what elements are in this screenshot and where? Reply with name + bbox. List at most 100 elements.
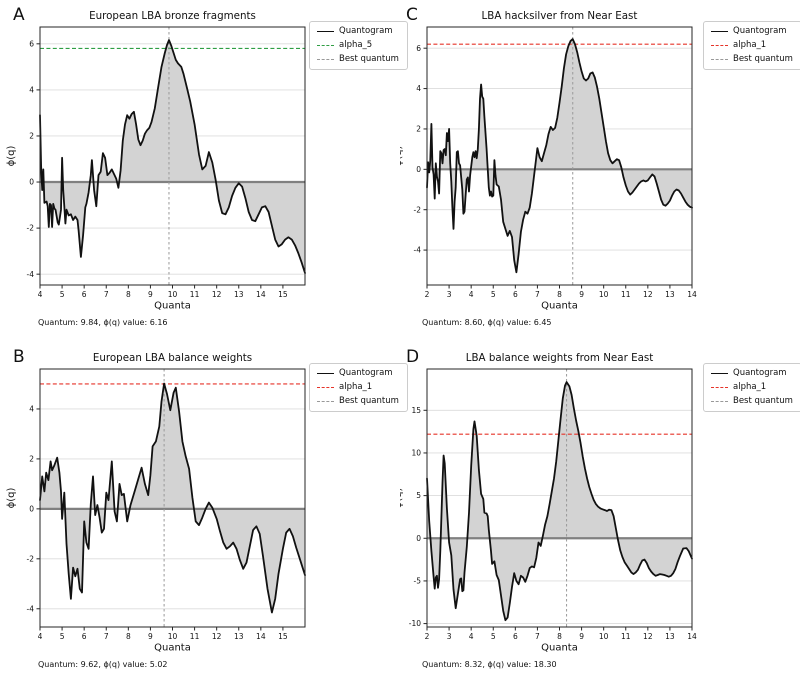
y-tick-label: -4 xyxy=(27,604,35,613)
legend-item-alpha: alpha_5 xyxy=(317,40,399,51)
y-tick-label: -4 xyxy=(27,270,35,279)
legend-label: Quantogram xyxy=(339,26,393,36)
panel-d: 2 3 4 5 6 7 8 9 10 11 12 13 14 -10 -5 0 5 10 15 Quanta ϕ(q) L… xyxy=(400,342,800,684)
x-tick-label: 5 xyxy=(60,632,65,641)
x-tick-label: 12 xyxy=(643,290,653,299)
legend-item-best-quantum: Best quantum xyxy=(317,54,399,65)
legend-d: Quantogram alpha_1 Best quantum xyxy=(703,363,800,413)
shaded-area xyxy=(427,382,692,621)
x-tick-label: 9 xyxy=(579,290,584,299)
x-tick-label: 11 xyxy=(190,632,200,641)
y-tick-label: -4 xyxy=(414,246,422,255)
x-tick-label: 3 xyxy=(447,290,452,299)
legend-a: Quantogram alpha_5 Best quantum xyxy=(309,21,408,71)
legend-item-best-quantum: Best quantum xyxy=(711,53,793,65)
x-tick-label: 11 xyxy=(621,632,631,641)
x-tick-label: 8 xyxy=(126,290,131,299)
plot-title: European LBA bronze fragments xyxy=(89,10,256,22)
x-tick-label: 4 xyxy=(38,290,43,299)
legend-label: Quantogram xyxy=(339,368,393,378)
x-axis-label: Quanta xyxy=(154,301,191,312)
legend-label: Best quantum xyxy=(339,395,399,406)
best-quantum-line-sample-icon xyxy=(317,58,334,60)
x-tick-label: 11 xyxy=(621,290,631,299)
y-tick-label: 10 xyxy=(411,449,421,458)
y-tick-label: 2 xyxy=(416,125,421,134)
quantogram-line xyxy=(39,382,306,614)
x-tick-label: 14 xyxy=(687,632,697,641)
x-tick-label: 11 xyxy=(190,290,200,299)
x-axis-label: Quanta xyxy=(541,301,578,312)
best-quantum-line-sample-icon xyxy=(317,400,334,402)
best-quantum-line-sample-icon xyxy=(711,400,728,402)
x-tick-label: 7 xyxy=(104,290,109,299)
x-tick-label: 10 xyxy=(599,632,609,641)
shaded-area xyxy=(40,40,305,273)
panel-letter-d: D xyxy=(406,347,420,367)
x-tick-label: 13 xyxy=(665,290,675,299)
legend-c: Quantogram alpha_1 Best quantum xyxy=(703,21,800,71)
x-tick-label: 5 xyxy=(60,290,65,299)
legend-label: Best quantum xyxy=(733,53,793,64)
legend-item-quantogram: Quantogram xyxy=(711,26,793,37)
y-tick-label: 4 xyxy=(29,405,34,414)
legend-item-best-quantum: Best quantum xyxy=(317,395,399,407)
quantogram-plot-c: 2 3 4 5 6 7 8 9 10 11 12 13 14 -4 -2 0 2 4 6 Quanta ϕ(q) LBA … xyxy=(400,10,697,312)
plot-title: LBA hacksilver from Near East xyxy=(482,10,638,22)
y-axis-label: ϕ(q) xyxy=(6,488,17,509)
y-tick-label: -5 xyxy=(414,577,422,586)
x-tick-label: 14 xyxy=(687,290,697,299)
legend-item-quantogram: Quantogram xyxy=(317,26,399,37)
y-tick-label: 0 xyxy=(29,178,34,187)
x-tick-label: 15 xyxy=(278,632,288,641)
panel-c: 2 3 4 5 6 7 8 9 10 11 12 13 14 -4 -2 0 2 4 6 Quanta ϕ(q) LBA … xyxy=(400,0,800,342)
plot-title: LBA balance weights from Near East xyxy=(466,352,654,364)
legend-label: alpha_1 xyxy=(733,39,767,50)
x-tick-label: 10 xyxy=(168,290,178,299)
y-tick-label: 2 xyxy=(29,132,34,141)
x-tick-label: 9 xyxy=(148,290,153,299)
x-tick-label: 15 xyxy=(278,290,288,299)
x-tick-label: 6 xyxy=(513,290,518,299)
quantogram-line-sample-icon xyxy=(317,31,334,33)
x-tick-label: 6 xyxy=(82,632,87,641)
x-tick-label: 10 xyxy=(168,632,178,641)
x-tick-label: 2 xyxy=(425,290,430,299)
x-tick-label: 14 xyxy=(256,290,266,299)
quantogram-line xyxy=(426,381,693,622)
legend-label: Quantogram xyxy=(733,368,787,378)
plot-title: European LBA balance weights xyxy=(93,352,252,364)
legend-label: alpha_1 xyxy=(733,381,767,392)
legend-label: Best quantum xyxy=(733,395,793,406)
y-tick-label: 5 xyxy=(416,491,421,500)
x-tick-label: 4 xyxy=(469,290,474,299)
panel-a: 4 5 6 7 8 9 10 11 12 13 14 15 -4 -2 0 2 4 6 Quanta ϕ(q) Euro… xyxy=(0,0,408,342)
y-tick-label: 0 xyxy=(29,504,34,513)
y-axis-label: ϕ(q) xyxy=(6,146,17,167)
x-tick-label: 12 xyxy=(212,290,222,299)
alpha-line-sample-icon xyxy=(711,387,728,389)
y-axis-label: ϕ(q) xyxy=(400,146,404,167)
x-tick-label: 12 xyxy=(212,632,222,641)
quantum-caption-d: Quantum: 8.32, ϕ(q) value: 18.30 xyxy=(422,660,557,669)
quantum-caption-c: Quantum: 8.60, ϕ(q) value: 6.45 xyxy=(422,318,552,327)
quantogram-line-sample-icon xyxy=(711,373,728,375)
legend-b: Quantogram alpha_1 Best quantum xyxy=(309,363,408,413)
x-tick-label: 7 xyxy=(535,290,540,299)
quantum-caption-a: Quantum: 9.84, ϕ(q) value: 6.16 xyxy=(38,318,168,327)
quantogram-line xyxy=(39,39,306,274)
y-tick-label: 0 xyxy=(416,534,421,543)
y-tick-label: -2 xyxy=(27,554,35,563)
quantum-caption-b: Quantum: 9.62, ϕ(q) value: 5.02 xyxy=(38,660,168,669)
x-tick-label: 4 xyxy=(38,632,43,641)
x-tick-label: 7 xyxy=(535,632,540,641)
x-tick-label: 5 xyxy=(491,290,496,299)
x-tick-label: 10 xyxy=(599,290,609,299)
x-axis-label: Quanta xyxy=(541,643,578,654)
shaded-area xyxy=(427,39,692,273)
legend-item-quantogram: Quantogram xyxy=(317,368,399,379)
y-tick-label: -10 xyxy=(409,619,421,628)
alpha-line-sample-icon xyxy=(317,387,334,389)
quantogram-line xyxy=(426,38,693,274)
quantogram-line-sample-icon xyxy=(711,31,728,33)
